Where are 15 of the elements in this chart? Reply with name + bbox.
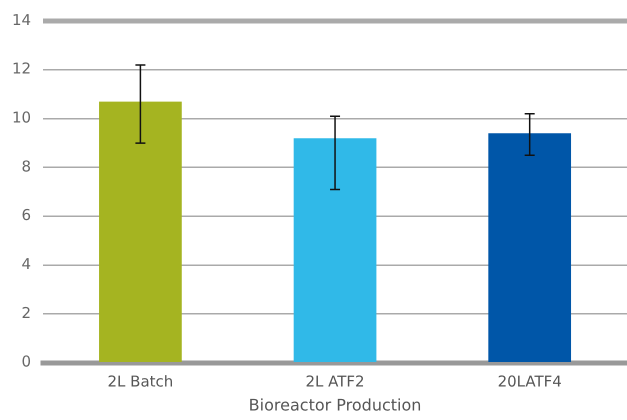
y-tick-label: 6 [22, 206, 32, 224]
x-tick-label: 20LATF4 [498, 372, 562, 391]
y-tick-label: 4 [22, 255, 32, 274]
y-tick-label: 12 [12, 60, 32, 78]
x-tick-label: 2L ATF2 [305, 372, 365, 391]
y-tick-label: 10 [12, 108, 32, 127]
y-tick-label: 0 [22, 352, 32, 371]
y-tick-label: 14 [12, 10, 32, 29]
y-tick-label: 2 [22, 304, 32, 322]
bar [488, 133, 572, 362]
x-tick-label: 2L Batch [108, 372, 174, 391]
y-tick-label: 8 [22, 157, 32, 176]
bar [294, 138, 376, 362]
x-axis-title: Bioreactor Production [248, 396, 422, 415]
bar [99, 102, 182, 362]
